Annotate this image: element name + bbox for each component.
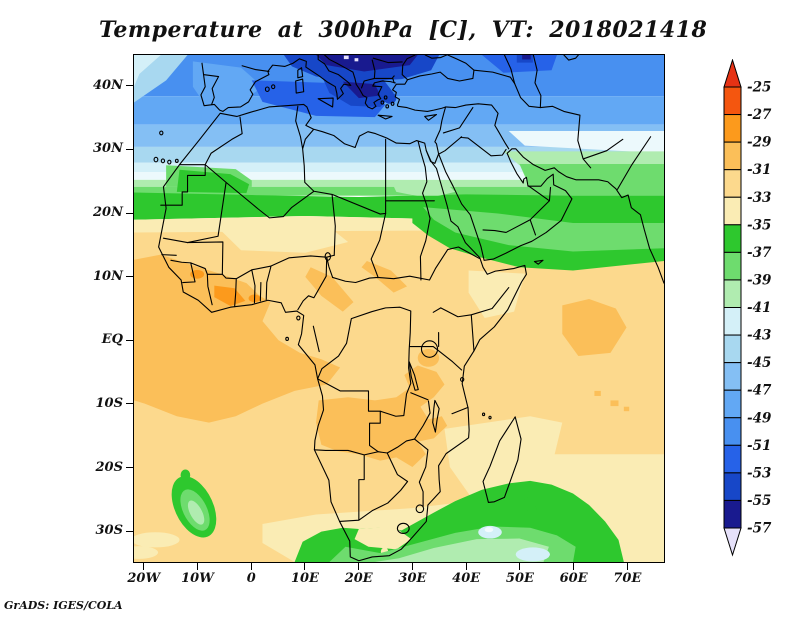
lon-tick-mark — [626, 563, 628, 570]
lon-tick-mark — [304, 563, 306, 570]
colorbar-segment — [723, 307, 742, 336]
coastlines-and-borders — [154, 55, 664, 561]
colorbar-label: -43 — [747, 328, 771, 344]
lat-tick-label: 30N — [93, 141, 123, 157]
colorbar-label: -31 — [747, 162, 771, 178]
lon-tick-label: 50E — [505, 571, 534, 586]
colorbar: -25 -27 -29 -31 -33 -35 -37 -39 -41 -43 -45 -47 -49 -… — [722, 58, 786, 559]
contour-field — [134, 55, 664, 562]
colorbar-segment — [723, 417, 742, 446]
colorbar-segment — [723, 389, 742, 419]
colorbar-label: -55 — [747, 493, 771, 509]
grads-credit: GrADS: IGES/COLA — [4, 599, 123, 612]
colorbar-label: -27 — [747, 107, 772, 123]
colorbar-segment — [723, 251, 742, 281]
colorbar-segment — [723, 86, 742, 116]
lon-tick-label: 20E — [344, 571, 373, 586]
lon-tick-mark — [519, 563, 521, 570]
colorbar-label: -25 — [747, 80, 771, 96]
colorbar-over-arrow — [723, 58, 742, 88]
lon-tick-label: 40E — [452, 571, 481, 586]
colorbar-label: -29 — [747, 135, 772, 151]
colorbar-label: -47 — [747, 383, 772, 399]
colorbar-segment — [723, 472, 742, 501]
lat-tick-mark — [126, 212, 133, 214]
lon-tick-mark — [250, 563, 252, 570]
lat-tick-label: 10N — [93, 268, 123, 284]
colorbar-segment — [723, 334, 742, 364]
lon-tick-label: 30E — [398, 571, 427, 586]
colorbar-segment — [723, 499, 742, 529]
map-plot-area — [133, 54, 665, 563]
lat-tick-mark — [126, 403, 133, 405]
colorbar-segment — [723, 196, 742, 226]
colorbar-label: -33 — [747, 190, 771, 206]
lat-tick-label: 10S — [95, 395, 123, 411]
colorbar-scale: -25 -27 -29 -31 -33 -35 -37 -39 -41 -43 -45 -47 -49 -… — [723, 58, 772, 557]
colorbar-label: -39 — [747, 272, 772, 288]
lon-tick-mark — [196, 563, 198, 570]
colorbar-segment — [723, 169, 742, 198]
lat-tick-label: 20N — [93, 205, 123, 221]
lat-tick-mark — [126, 467, 133, 469]
colorbar-segment — [723, 279, 742, 308]
colorbar-segment — [723, 362, 742, 391]
lat-tick-mark — [126, 276, 133, 278]
colorbar-segment — [723, 444, 742, 474]
colorbar-label: -45 — [747, 355, 771, 371]
colorbar-segment — [723, 114, 742, 143]
lon-tick-label: 70E — [613, 571, 642, 586]
lon-tick-mark — [411, 563, 413, 570]
lon-tick-mark — [573, 563, 575, 570]
lat-tick-mark — [126, 85, 133, 87]
colorbar-label: -49 — [747, 410, 772, 426]
colorbar-segment — [723, 224, 742, 253]
colorbar-label: -53 — [747, 465, 771, 481]
colorbar-label: -51 — [747, 438, 771, 454]
lat-tick-label: 30S — [95, 523, 123, 539]
lon-tick-mark — [143, 563, 145, 570]
colorbar-label: -35 — [747, 217, 771, 233]
lat-tick-label: 40N — [93, 77, 123, 93]
lon-tick-label: 20W — [127, 571, 161, 586]
lon-tick-mark — [465, 563, 467, 570]
lat-tick-label: 20S — [95, 459, 123, 475]
lon-tick-label: 0 — [246, 571, 256, 586]
colorbar-label: -57 — [747, 521, 772, 537]
temperature-contour-map — [134, 55, 664, 562]
lat-tick-label: EQ — [101, 332, 123, 348]
lon-tick-mark — [358, 563, 360, 570]
lat-tick-mark — [126, 530, 133, 532]
lon-tick-label: 60E — [559, 571, 588, 586]
colorbar-label: -41 — [747, 300, 771, 316]
colorbar-segment — [723, 141, 742, 171]
figure-title: Temperature at 300hPa [C], VT: 201802141… — [99, 17, 708, 43]
lat-tick-mark — [126, 148, 133, 150]
lat-tick-mark — [126, 339, 133, 341]
lon-tick-label: 10W — [181, 571, 214, 586]
lon-tick-label: 10E — [290, 571, 319, 586]
colorbar-under-arrow — [723, 527, 742, 557]
colorbar-label: -37 — [747, 245, 772, 261]
